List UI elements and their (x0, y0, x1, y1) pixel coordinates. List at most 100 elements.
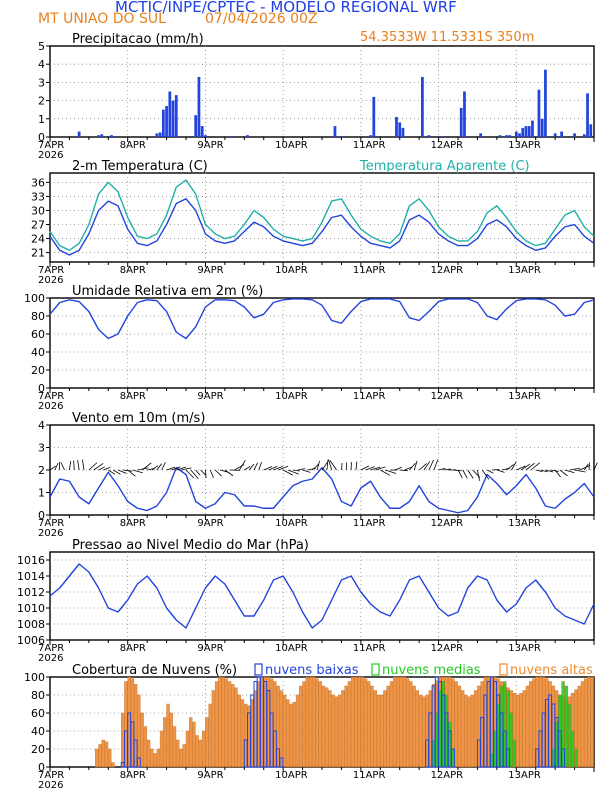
wind-direction-arrow (190, 469, 199, 480)
wind-direction-arrow (49, 465, 57, 471)
cloud-bar-nuvens-altas (176, 739, 180, 768)
wind-direction-arrow (433, 459, 439, 471)
cloud-bar-nuvens-altas (156, 748, 160, 768)
apparent-temperature-legend: Temperatura Aparente (C) (359, 159, 530, 174)
cloud-bar-nuvens-altas (231, 684, 235, 768)
precip-bar (155, 133, 159, 137)
wind-direction-arrow (176, 466, 186, 471)
wind-direction-arrow (312, 463, 320, 471)
precip-bar (518, 133, 521, 137)
pressure-xtick-label: 7APR (38, 643, 64, 654)
cloud-bar-nuvens-baixas (506, 748, 510, 768)
wind-direction-arrow (404, 466, 413, 471)
precip-xtick-label: 9APR (197, 140, 223, 151)
cloud-bar-nuvens-altas (218, 676, 222, 768)
clouds-xtick-label: 10APR (275, 770, 308, 781)
precip-xtick-label: 8APR (120, 140, 146, 151)
wind-direction-arrow (545, 469, 554, 473)
wind-ytick-label: 1 (38, 487, 45, 500)
humidity-xtick-label: 13APR (508, 391, 541, 402)
cloud-bar-nuvens-altas (143, 726, 148, 768)
cloud-bar-nuvens-altas (347, 681, 352, 768)
temperature-xtick-label: 11APR (353, 265, 386, 276)
wind-direction-arrow (292, 469, 300, 472)
cloud-bar-nuvens-altas (370, 685, 374, 768)
wind-direction-arrow (375, 466, 386, 471)
wind-direction-arrow (520, 463, 531, 471)
pressure-title: Pressao ao Nivel Medio do Mar (hPa) (72, 538, 309, 553)
pressure-frame (49, 551, 595, 641)
precip-ytick-label: 5 (38, 40, 45, 53)
cloud-bar-nuvens-altas (380, 694, 384, 768)
temperature-xtick-label: 7APR (38, 265, 64, 276)
wind-xtick-label: 7APR (38, 518, 64, 529)
precip-bar (246, 135, 249, 137)
cloud-bar-nuvens-altas (367, 681, 371, 768)
temperature-xtick-label: 8APR (120, 265, 146, 276)
cloud-bar-nuvens-altas (325, 687, 329, 768)
wind-direction-arrow (214, 469, 222, 477)
cloud-bar-nuvens-altas (409, 681, 413, 768)
clouds-xtick-label: 13APR (508, 770, 541, 781)
wind-direction-arrow (195, 469, 201, 476)
wind-direction-arrow (516, 465, 526, 471)
precip-title: Precipitacao (mm/h) (72, 32, 204, 47)
cloud-bar-nuvens-altas (108, 748, 112, 768)
wind-direction-arrow (122, 469, 133, 472)
clouds-xtick-label: 8APR (120, 770, 146, 781)
clouds-xtick-label: 9APR (197, 770, 223, 781)
pressure-xtick-label: 12APR (431, 643, 464, 654)
cloud-bar-nuvens-altas (516, 694, 520, 768)
precip-bar (168, 91, 172, 137)
wind-direction-arrow (137, 467, 149, 471)
wind-direction-arrow (156, 463, 163, 471)
cloud-bar-nuvens-baixas (561, 748, 566, 768)
wind-xtick-label: 12APR (431, 518, 464, 529)
wind-ytick-label: 3 (38, 442, 45, 455)
wind-direction-arrow (418, 463, 427, 471)
temperature-ytick-label: 30 (31, 204, 45, 217)
precip-bar (544, 69, 547, 137)
clouds-xtick-label: 12APR (431, 770, 464, 781)
pressure-ytick-label: 1006 (17, 634, 45, 647)
cloud-bar-nuvens-medias (564, 685, 568, 768)
wind-direction-arrow (171, 466, 181, 471)
humidity-xtick-label: 7APR (38, 391, 64, 402)
wind-direction-arrow (370, 466, 381, 471)
pressure-ytick-label: 1008 (17, 618, 45, 631)
wind-direction-arrow (224, 469, 234, 477)
wind-direction-arrow (73, 460, 75, 471)
temperature-year-label: 2026 (38, 275, 63, 286)
cloud-bar-nuvens-altas (221, 676, 225, 768)
cloud-bar-nuvens-altas (457, 685, 462, 768)
precip-bar (573, 133, 576, 137)
cloud-bar-nuvens-altas (393, 676, 397, 768)
cloud-bar-nuvens-altas (179, 748, 183, 768)
precip-bar (514, 131, 518, 137)
clouds-ytick-label: 20 (31, 743, 45, 756)
pressure-xtick-label: 9APR (197, 643, 223, 654)
cloud-bar-nuvens-altas (373, 690, 377, 768)
cloud-bar-nuvens-altas (386, 685, 390, 768)
coordinates-label: 54.3533W 11.5331S 350m (360, 30, 535, 45)
cloud-bar-nuvens-altas (532, 678, 536, 768)
cloud-bar-nuvens-altas (137, 694, 141, 768)
wind-direction-arrow (253, 462, 258, 471)
precip-bar (427, 135, 431, 137)
precip-bar (197, 76, 201, 137)
pressure-year-label: 2026 (38, 653, 63, 664)
cloud-bar-nuvens-medias (512, 739, 517, 768)
precip-bar (463, 91, 466, 137)
wind-direction-arrow (394, 466, 402, 471)
wind-direction-arrow (453, 469, 462, 472)
wind-direction-arrow (486, 469, 494, 474)
wind-direction-arrow (132, 469, 143, 474)
precip-bar (421, 76, 424, 137)
pressure-xtick-label: 10APR (275, 643, 308, 654)
precip-xtick-label: 7APR (38, 140, 64, 151)
precip-ytick-label: 3 (38, 76, 45, 89)
temperature-ytick-label: 27 (31, 219, 45, 232)
wind-direction-arrow (443, 468, 451, 471)
wind-direction-arrow (423, 461, 431, 471)
